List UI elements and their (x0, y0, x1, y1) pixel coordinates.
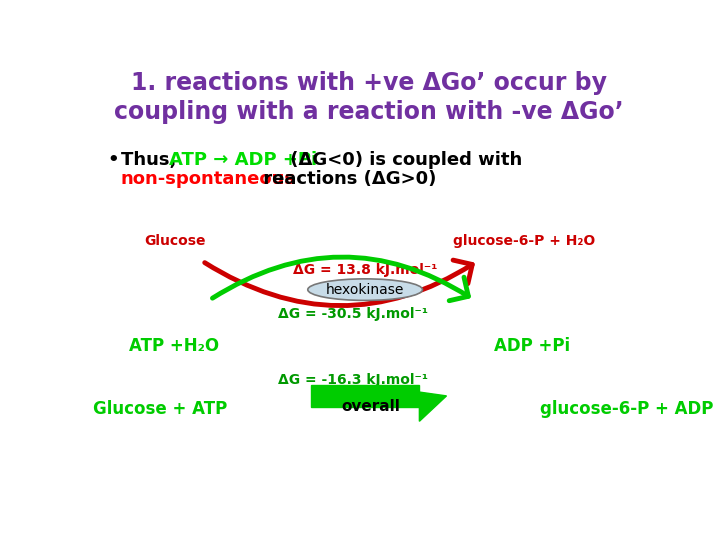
Text: glucose-6-P + ADP: glucose-6-P + ADP (539, 400, 713, 418)
Text: 1. reactions with +ve ΔGo’ occur by: 1. reactions with +ve ΔGo’ occur by (131, 71, 607, 95)
Text: non-spontaneous: non-spontaneous (121, 170, 296, 187)
Text: overall: overall (341, 399, 400, 414)
Ellipse shape (307, 279, 423, 300)
Text: Glucose + ATP: Glucose + ATP (93, 400, 227, 418)
Text: glucose-6-P + H₂O: glucose-6-P + H₂O (453, 234, 595, 248)
FancyArrowPatch shape (204, 260, 472, 306)
Text: ATP +H₂O: ATP +H₂O (129, 338, 219, 355)
Polygon shape (419, 392, 446, 421)
Text: Thus,: Thus, (121, 151, 183, 169)
Text: reactions (ΔG>0): reactions (ΔG>0) (256, 170, 436, 187)
Text: (ΔG<0) is coupled with: (ΔG<0) is coupled with (284, 151, 522, 169)
Text: coupling with a reaction with -ve ΔGo’: coupling with a reaction with -ve ΔGo’ (114, 100, 624, 124)
Text: hexokinase: hexokinase (326, 282, 405, 296)
Text: Glucose: Glucose (145, 234, 206, 248)
FancyArrowPatch shape (212, 257, 469, 301)
Text: ΔG = 13.8 kJ.mol⁻¹: ΔG = 13.8 kJ.mol⁻¹ (293, 264, 437, 278)
Text: ΔG = -16.3 kJ.mol⁻¹: ΔG = -16.3 kJ.mol⁻¹ (279, 373, 428, 387)
Text: ADP +Pi: ADP +Pi (494, 338, 570, 355)
Bar (311, 385, 419, 407)
Text: •: • (107, 151, 119, 169)
Text: ATP → ADP +Pi: ATP → ADP +Pi (168, 151, 317, 169)
Text: ΔG = -30.5 kJ.mol⁻¹: ΔG = -30.5 kJ.mol⁻¹ (279, 307, 428, 321)
